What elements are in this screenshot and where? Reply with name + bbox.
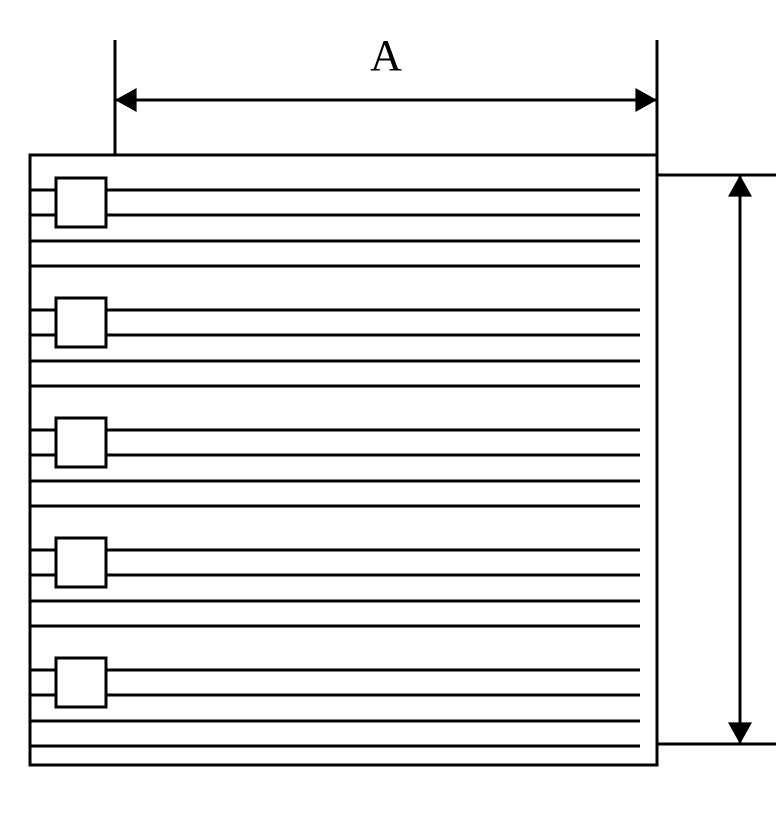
dimension-label-b: B (770, 445, 776, 474)
connector-box (56, 298, 106, 347)
dimension-label-a: A (370, 31, 402, 80)
arrowhead-icon (728, 722, 752, 744)
connector-box (56, 658, 106, 707)
arrowhead-icon (635, 88, 657, 112)
connector-box (56, 418, 106, 467)
connector-box (56, 178, 106, 227)
outer-rectangle (30, 155, 657, 765)
technical-diagram: AB (20, 20, 776, 796)
arrowhead-icon (728, 175, 752, 197)
arrowhead-icon (115, 88, 137, 112)
connector-box (56, 538, 106, 587)
